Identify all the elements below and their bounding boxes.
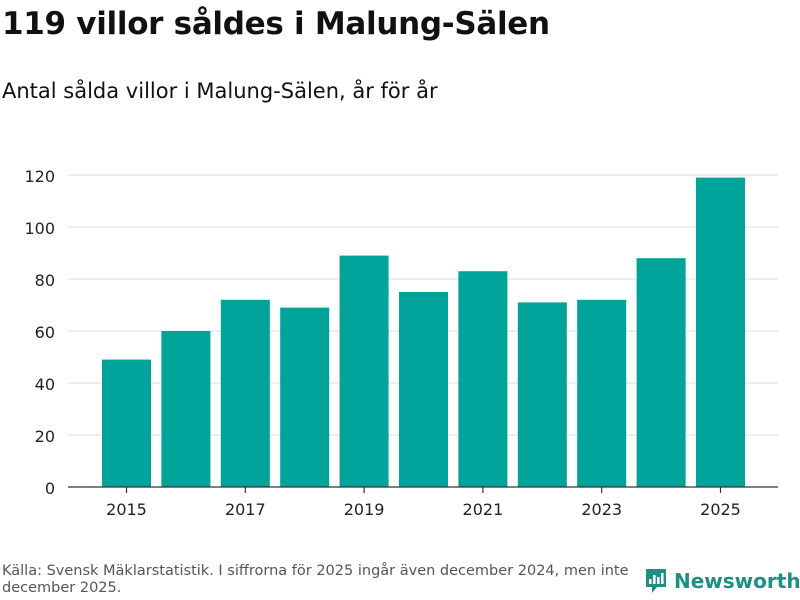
x-tick-label: 2015 <box>106 500 147 519</box>
x-tick-label: 2017 <box>225 500 266 519</box>
bar-2016[interactable] <box>161 331 211 487</box>
bar-chart: 0 20 40 60 80 100 120 2015 2017 2019 2021 2023 2025 <box>24 167 778 519</box>
chart-title: 119 villor såldes i Malung-Sälen <box>2 6 550 42</box>
bar-2019[interactable] <box>339 255 389 487</box>
y-tick-label: 120 <box>24 167 55 186</box>
newsworthy-logo[interactable]: Newsworthy <box>644 568 800 594</box>
chart-subtitle: Antal sålda villor i Malung-Sälen, år fö… <box>2 79 438 103</box>
axes: 0 20 40 60 80 100 120 2015 2017 2019 2021 2023 2025 <box>24 167 778 519</box>
logo-text: Newsworthy <box>674 569 800 593</box>
bar-2018[interactable] <box>280 307 330 487</box>
bar-2022[interactable] <box>517 302 567 487</box>
y-tick-label: 40 <box>35 375 55 394</box>
bar-2023[interactable] <box>577 299 627 487</box>
bar-2015[interactable] <box>102 359 151 487</box>
y-tick-label: 80 <box>35 271 55 290</box>
x-tick-label: 2023 <box>581 500 622 519</box>
bar-2017[interactable] <box>220 299 270 487</box>
y-tick-label: 0 <box>45 479 55 498</box>
x-tick-label: 2021 <box>463 500 504 519</box>
source-note: Källa: Svensk Mäklarstatistik. I siffror… <box>2 563 629 596</box>
bar-2020[interactable] <box>399 292 448 487</box>
x-tick-label: 2025 <box>700 500 741 519</box>
bar-chart-icon <box>646 569 666 593</box>
bar-2021[interactable] <box>458 271 508 487</box>
y-tick-label: 60 <box>35 323 55 342</box>
y-tick-label: 100 <box>24 219 55 238</box>
bars <box>102 177 745 487</box>
y-tick-label: 20 <box>35 427 55 446</box>
x-tick-label: 2019 <box>344 500 385 519</box>
bar-2025[interactable] <box>696 177 745 487</box>
bar-2024[interactable] <box>636 258 686 487</box>
